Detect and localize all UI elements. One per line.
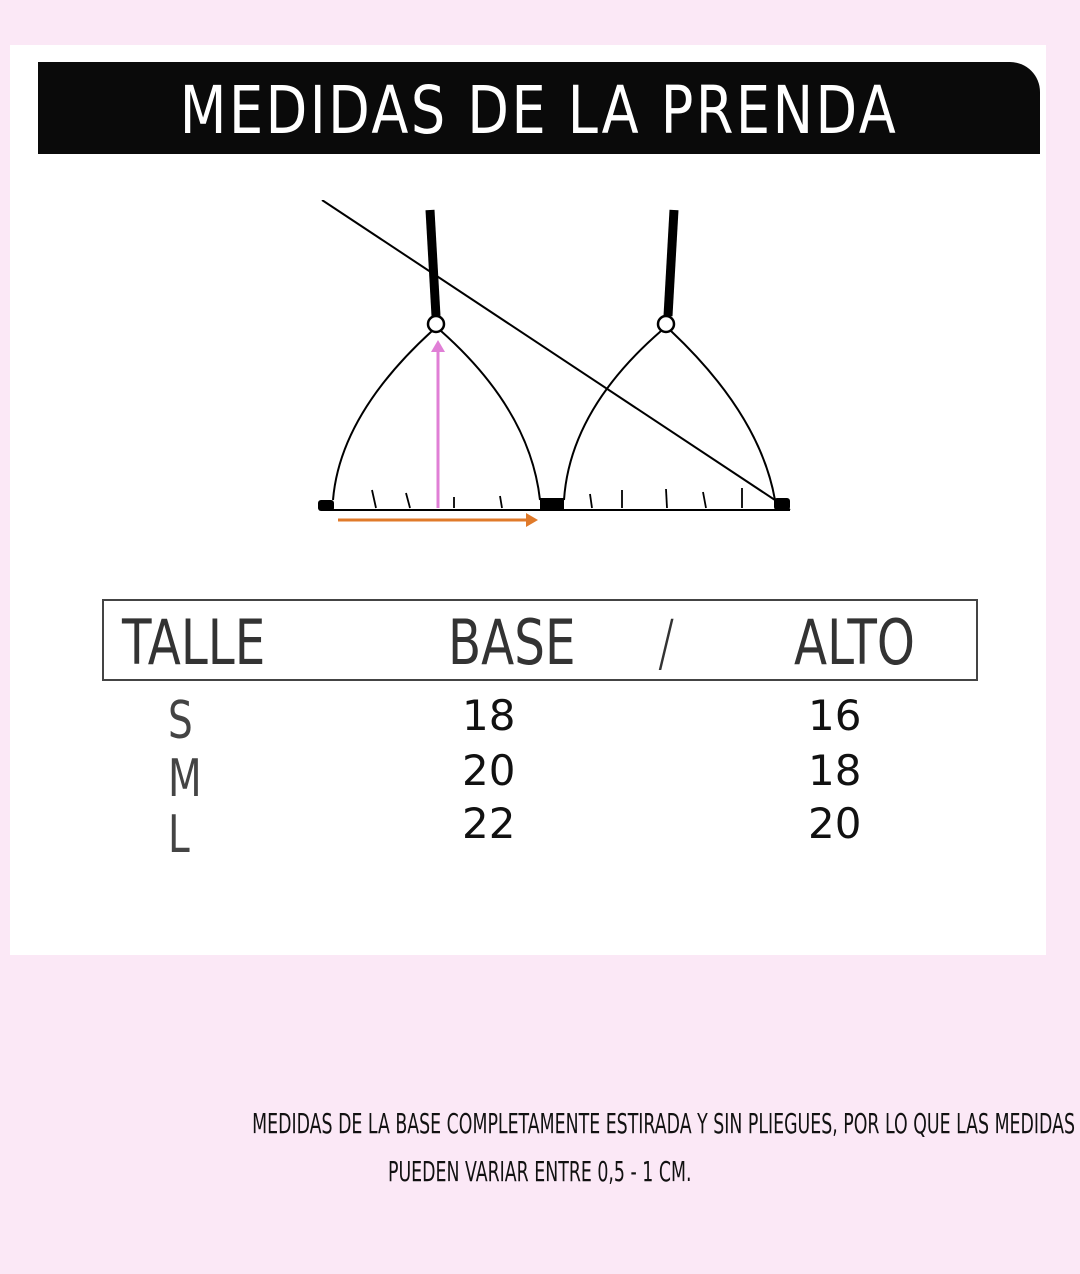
left-cup: [332, 330, 541, 501]
size-chart-card: [10, 45, 1046, 955]
right-strap: [663, 209, 679, 317]
bikini-top-diagram: [318, 200, 791, 527]
header-talle: TALLE: [122, 606, 266, 679]
gather-marks: [371, 488, 743, 509]
height-arrow: [431, 340, 445, 508]
base-value: 18: [462, 691, 516, 740]
header-base: BASE: [448, 606, 576, 679]
note-line-2: PUEDEN VARIAR ENTRE 0,5 - 1 CM.: [388, 1155, 692, 1188]
header-bar: MEDIDAS DE LA PRENDA: [38, 62, 1040, 154]
height-value: 18: [808, 746, 862, 795]
table-header: TALLE BASE / ALTO: [102, 599, 978, 681]
right-band-end: [774, 498, 790, 510]
header-separator: /: [658, 606, 675, 679]
height-value: 16: [808, 691, 862, 740]
base-value: 20: [462, 746, 516, 795]
size-label: M: [168, 749, 202, 809]
left-ring: [426, 314, 446, 334]
left-strap: [425, 209, 441, 317]
center-gore: [540, 498, 564, 510]
size-label: S: [168, 691, 193, 751]
right-cup: [563, 330, 776, 501]
page-title: MEDIDAS DE LA PRENDA: [179, 72, 899, 149]
height-value: 20: [808, 799, 862, 848]
size-label: L: [168, 805, 190, 865]
right-ring: [656, 314, 676, 334]
left-band-end: [318, 500, 334, 511]
note-line-1: MEDIDAS DE LA BASE COMPLETAMENTE ESTIRAD…: [252, 1107, 1075, 1140]
header-alto: ALTO: [794, 606, 915, 679]
base-value: 22: [462, 799, 516, 848]
base-arrow: [338, 513, 538, 527]
base-band: [321, 200, 791, 511]
